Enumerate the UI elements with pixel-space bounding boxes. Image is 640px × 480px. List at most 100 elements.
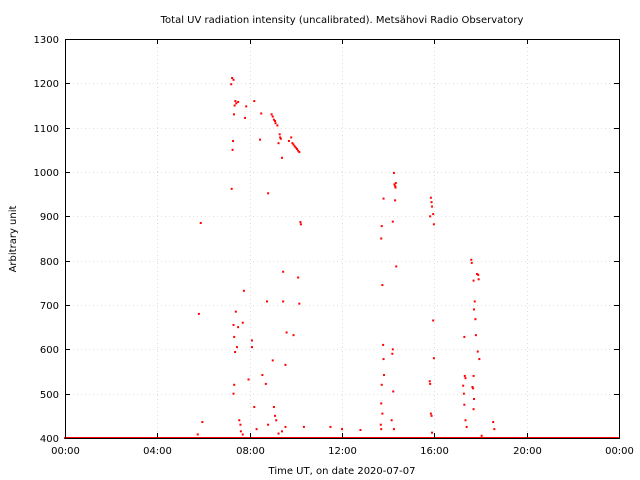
data-point bbox=[463, 374, 466, 377]
y-axis-label: Arbitrary unit bbox=[8, 206, 19, 273]
data-point bbox=[276, 124, 279, 127]
data-point bbox=[394, 186, 397, 189]
data-point bbox=[432, 213, 435, 216]
y-tick-label: 1200 bbox=[34, 79, 59, 90]
data-point bbox=[232, 392, 235, 395]
y-tick-label: 900 bbox=[40, 212, 59, 223]
data-point bbox=[284, 363, 287, 366]
x-tick-label: 12:00 bbox=[328, 446, 357, 457]
y-tick-label: 1100 bbox=[34, 124, 59, 135]
data-point bbox=[291, 142, 294, 145]
data-point bbox=[299, 221, 302, 224]
data-point bbox=[329, 425, 332, 428]
data-point bbox=[255, 428, 258, 431]
data-point bbox=[473, 397, 476, 400]
data-point bbox=[382, 358, 385, 361]
data-point bbox=[232, 139, 235, 142]
data-point bbox=[267, 423, 270, 426]
data-point bbox=[295, 147, 298, 150]
data-point bbox=[391, 348, 394, 351]
data-point bbox=[234, 100, 237, 103]
data-point bbox=[274, 414, 277, 417]
data-point bbox=[230, 83, 233, 86]
data-point bbox=[196, 433, 199, 436]
data-point bbox=[431, 431, 434, 434]
data-point bbox=[390, 419, 393, 422]
data-point bbox=[392, 171, 395, 174]
data-point bbox=[298, 302, 301, 305]
data-point bbox=[432, 357, 435, 360]
data-point bbox=[284, 425, 287, 428]
data-point bbox=[493, 428, 496, 431]
data-point bbox=[472, 387, 475, 390]
data-point bbox=[280, 430, 283, 433]
data-point bbox=[472, 408, 475, 411]
data-point bbox=[239, 423, 242, 426]
data-point bbox=[290, 136, 293, 139]
data-point bbox=[265, 300, 268, 303]
data-point bbox=[431, 205, 434, 208]
data-point bbox=[241, 321, 244, 324]
data-point bbox=[474, 334, 477, 337]
data-point bbox=[294, 146, 297, 149]
data-point bbox=[267, 192, 270, 195]
data-point bbox=[465, 425, 468, 428]
data-point bbox=[470, 261, 473, 264]
data-point bbox=[429, 196, 432, 199]
data-point bbox=[277, 142, 280, 145]
data-point bbox=[341, 428, 343, 431]
data-point bbox=[394, 199, 397, 202]
data-point bbox=[391, 352, 394, 355]
y-tick-label: 1300 bbox=[34, 35, 59, 46]
data-point bbox=[233, 104, 236, 107]
data-point bbox=[382, 343, 385, 346]
data-point bbox=[430, 201, 433, 204]
data-point bbox=[241, 433, 244, 436]
data-point bbox=[238, 419, 241, 422]
data-point bbox=[477, 278, 480, 281]
data-point bbox=[474, 318, 477, 321]
data-point bbox=[382, 197, 385, 200]
data-point bbox=[233, 335, 236, 338]
data-point bbox=[270, 113, 273, 116]
data-point bbox=[245, 105, 248, 108]
data-point bbox=[239, 430, 242, 433]
data-point bbox=[478, 358, 481, 361]
data-point bbox=[381, 284, 384, 287]
data-point bbox=[282, 270, 285, 273]
data-point bbox=[201, 421, 204, 424]
data-point bbox=[264, 382, 267, 385]
y-tick-label: 700 bbox=[40, 301, 59, 312]
data-point bbox=[379, 423, 382, 426]
x-tick-label: 08:00 bbox=[236, 446, 265, 457]
data-point bbox=[380, 225, 383, 228]
data-point bbox=[473, 308, 476, 311]
data-point bbox=[428, 380, 431, 383]
data-point bbox=[463, 335, 466, 338]
y-tick-label: 400 bbox=[40, 434, 59, 445]
data-point bbox=[237, 100, 240, 103]
data-point bbox=[380, 383, 383, 386]
data-point bbox=[280, 156, 283, 159]
y-tick-label: 1000 bbox=[34, 168, 59, 179]
data-point bbox=[231, 148, 234, 151]
data-point bbox=[430, 414, 433, 417]
data-point bbox=[380, 428, 383, 431]
data-point bbox=[259, 138, 262, 141]
data-point bbox=[432, 319, 435, 322]
data-point bbox=[232, 113, 235, 116]
data-point bbox=[462, 384, 465, 387]
data-point bbox=[250, 339, 253, 342]
data-point bbox=[429, 382, 432, 385]
data-point bbox=[287, 139, 290, 142]
axis-ticks bbox=[65, 39, 620, 439]
data-point bbox=[260, 112, 263, 115]
data-point bbox=[279, 137, 282, 140]
data-point bbox=[293, 145, 296, 148]
data-point bbox=[275, 419, 278, 422]
data-point bbox=[230, 187, 233, 190]
data-point bbox=[233, 383, 236, 386]
data-point bbox=[274, 122, 277, 125]
data-point bbox=[285, 331, 288, 334]
